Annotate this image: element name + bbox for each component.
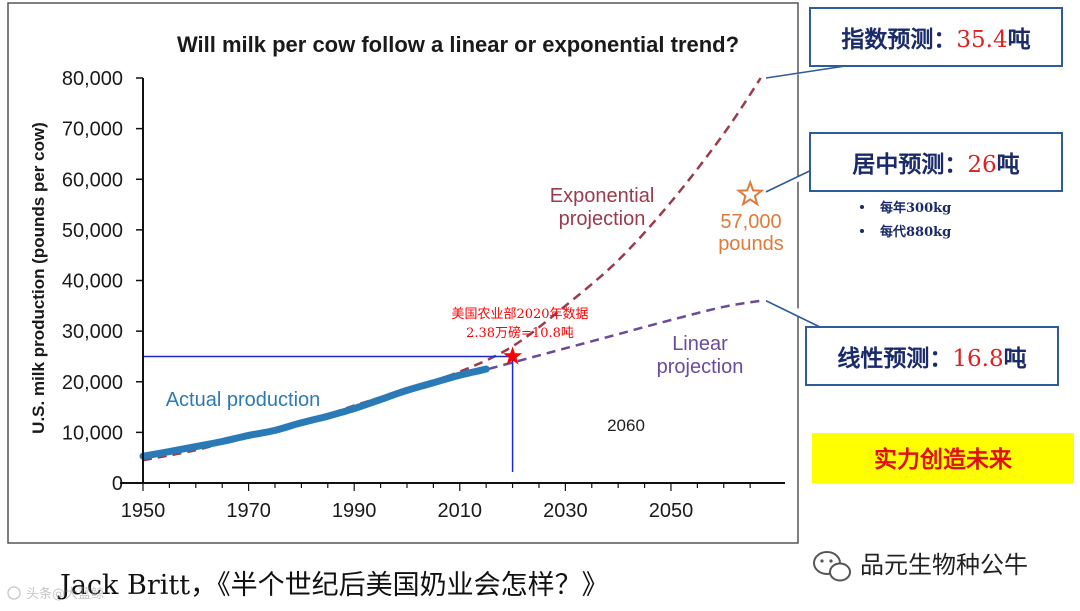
bullet-dot [860,205,864,209]
usda-2020-star-marker [503,346,523,365]
watermark: 头条@大蓝鲸 [7,586,104,602]
linear-label-line2: projection [657,356,744,378]
y-tick-label: 40,000 [62,271,123,293]
x-tick-label: 2030 [543,500,588,522]
callout-middle-text: 居中预测：26吨 [852,151,1019,178]
callout-middle-box [809,132,1063,192]
y-tick-label: 50,000 [62,220,123,242]
usda-label-line1: 美国农业部2020年数据 [451,307,588,322]
slogan-text: 实力创造未来 [874,446,1013,473]
callout-exponential-label: 指数预测： [841,26,956,53]
brand-name: 品元生物种公牛 [860,551,1028,579]
y-tick-label: 70,000 [62,119,123,141]
callout-exponential-value: 35.4 [956,27,1007,53]
star-value-line2: pounds [718,233,784,255]
star-57000-marker [735,179,765,207]
slogan-box [812,433,1074,483]
x-tick-label: 1990 [332,500,377,522]
x-tick-label: 2010 [438,500,483,522]
usda-label-line2: 2.38万磅=10.8吨 [466,325,574,341]
star-value-line1: 57,000 [720,211,781,233]
exponential-label-line1: Exponential [550,185,655,207]
actual-production-label: Actual production [166,389,321,411]
exponential-label-line2: projection [559,208,646,230]
wechat-icon [813,551,851,582]
middle-bullet-1: 每年300kg [880,200,951,216]
chart-title: Will milk per cow follow a linear or exp… [177,32,739,57]
callout-linear-unit: 吨 [1004,345,1027,372]
year-note-2060: 2060 [607,416,645,435]
y-tick-label: 10,000 [62,422,123,444]
y-tick-label: 20,000 [62,372,123,394]
callout-exponential-box [809,7,1063,67]
y-tick-label: 30,000 [62,321,123,343]
source-caption: Jack Britt，《半个世纪后美国奶业会怎样？》 [57,570,609,601]
callout-exponential-unit: 吨 [1008,26,1031,53]
callout-linear-label: 线性预测： [837,345,952,372]
x-tick-label: 1970 [226,500,271,522]
series-actual-production [139,365,490,460]
x-tick-label: 1950 [121,500,166,522]
chart-frame [7,2,799,544]
bullet-dot [860,229,864,233]
x-tick-label: 2050 [649,500,694,522]
callout-linear-value: 16.8 [952,346,1003,372]
watermark-text: 头条@大蓝鲸 [26,586,104,602]
callout-middle-unit: 吨 [997,151,1020,178]
y-tick-label: 80,000 [62,68,123,90]
callout-middle-value: 26 [967,152,996,178]
linear-label-line1: Linear [672,333,728,355]
middle-bullet-2: 每代880kg [880,224,951,240]
series-linear-projection [459,299,761,378]
callout-linear-text: 线性预测：16.8吨 [837,345,1026,372]
callout-middle-label: 居中预测： [852,151,967,178]
y-tick-label: 60,000 [62,169,123,191]
callout-exponential-text: 指数预测：35.4吨 [841,26,1030,53]
callout-linear-box [805,326,1059,386]
y-axis-label: U.S. milk production (pounds per cow) [29,122,48,434]
y-tick-label: 0 [112,473,123,495]
